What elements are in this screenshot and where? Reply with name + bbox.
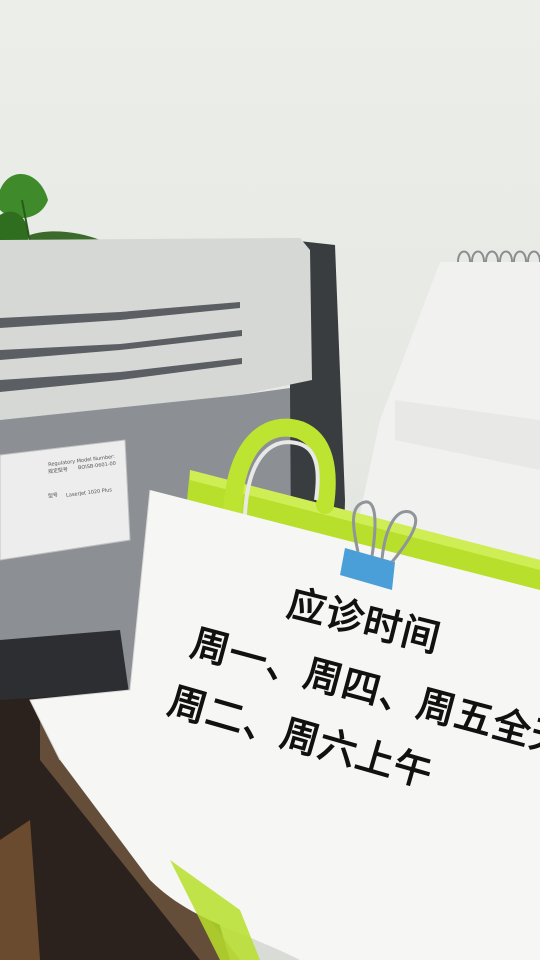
printer-label [0, 439, 131, 561]
printer-vents [0, 302, 242, 392]
printer-top-cover [0, 238, 312, 420]
sign-paper [30, 490, 540, 960]
printer-label-model-cn: 型号 [47, 492, 59, 500]
plant-leaves [0, 173, 100, 244]
binder-clip [340, 500, 418, 590]
